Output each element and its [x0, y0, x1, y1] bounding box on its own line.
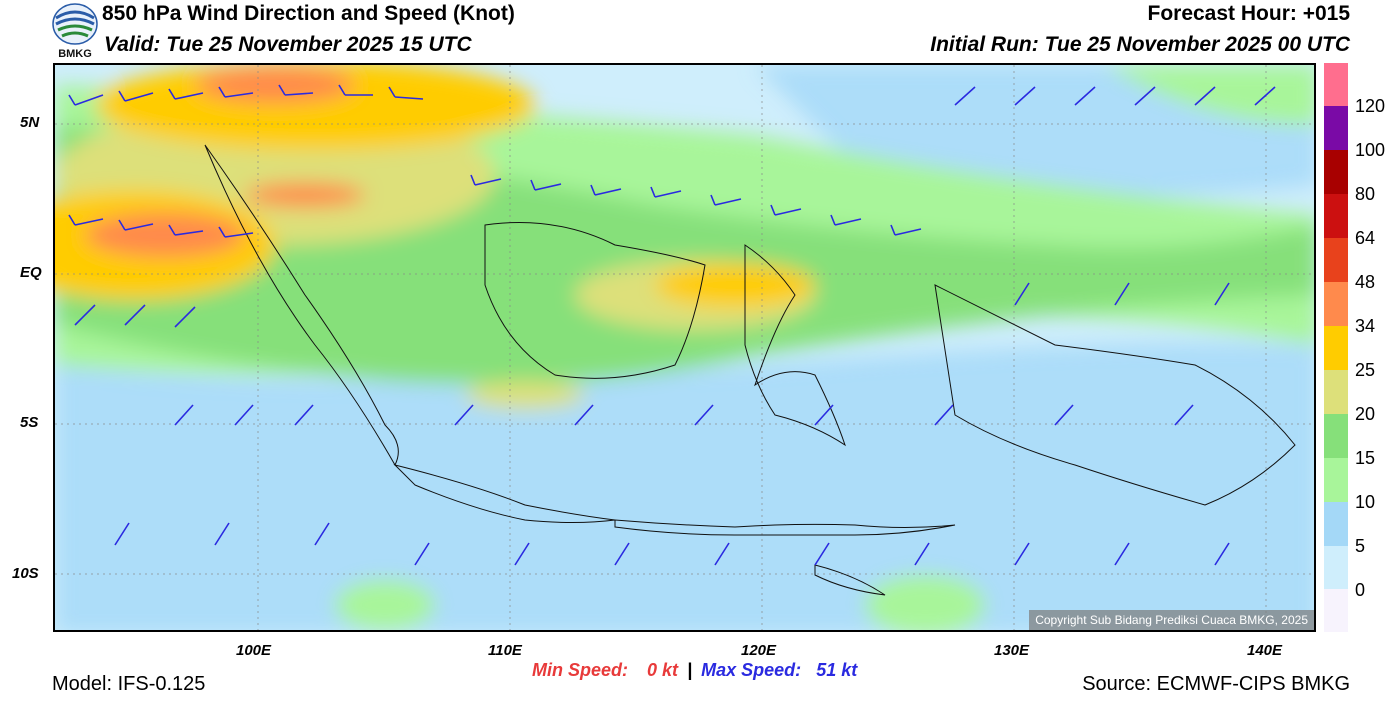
- y-tick-5n: 5N: [20, 114, 40, 131]
- x-tick-120e: 120E: [741, 642, 777, 659]
- wind-speed-shading: [55, 65, 1314, 630]
- grid-lines: [55, 65, 1314, 630]
- wind-map: Copyright Sub Bidang Prediksi Cuaca BMKG…: [53, 63, 1316, 632]
- colorbar-label: 20: [1355, 404, 1376, 424]
- coastlines: [204, 144, 1296, 596]
- x-tick-110e: 110E: [488, 642, 522, 659]
- copyright-note: Copyright Sub Bidang Prediksi Cuaca BMKG…: [1029, 610, 1314, 630]
- model-name: Model: IFS-0.125: [52, 673, 206, 695]
- y-tick-5s: 5S: [20, 414, 39, 431]
- speed-stats: Min Speed: 0 kt | Max Speed: 51 kt: [532, 660, 857, 681]
- max-speed-value: 51 kt: [816, 660, 858, 680]
- forecast-hour: Forecast Hour: +015: [1147, 2, 1351, 25]
- colorbar-label: 64: [1355, 228, 1376, 248]
- bmkg-logo: BMKG: [52, 2, 98, 60]
- initial-run: Initial Run: Tue 25 November 2025 00 UTC: [930, 33, 1350, 56]
- colorbar-label: 120: [1355, 96, 1386, 116]
- colorbar-swatch: [1324, 546, 1348, 589]
- colorbar-swatch: [1324, 414, 1348, 458]
- speed-separator: |: [687, 660, 693, 680]
- y-tick-eq: EQ: [20, 264, 42, 281]
- colorbar-swatch: [1324, 238, 1348, 282]
- min-speed-value: 0 kt: [647, 660, 679, 680]
- colorbar-swatch-top: [1324, 63, 1348, 106]
- colorbar-swatch: [1324, 150, 1348, 194]
- chart-title: 850 hPa Wind Direction and Speed (Knot): [102, 2, 515, 25]
- colorbar-swatch: [1324, 282, 1348, 326]
- source-name: Source: ECMWF-CIPS BMKG: [1082, 673, 1350, 695]
- colorbar-swatch: [1324, 458, 1348, 502]
- colorbar-swatch: [1324, 194, 1348, 238]
- colorbar-label: 15: [1355, 448, 1376, 468]
- colorbar-label: 25: [1355, 360, 1376, 380]
- wind-barbs: [68, 84, 1276, 566]
- colorbar-label: 0: [1355, 580, 1366, 600]
- wind-field-svg: [55, 65, 1314, 630]
- colorbar-swatch: [1324, 326, 1348, 370]
- min-speed-label: Min Speed:: [532, 660, 629, 680]
- colorbar-swatch: [1324, 370, 1348, 414]
- max-speed-label: Max Speed:: [701, 660, 802, 680]
- bmkg-emblem-icon: [52, 3, 98, 45]
- colorbar-label: 48: [1355, 272, 1376, 292]
- x-tick-130e: 130E: [994, 642, 1030, 659]
- colorbar-label: 100: [1355, 140, 1386, 160]
- x-tick-140e: 140E: [1247, 642, 1283, 659]
- valid-time: Valid: Tue 25 November 2025 15 UTC: [104, 33, 472, 56]
- colorbar-swatch-bottom: [1324, 589, 1348, 632]
- colorbar-label: 10: [1355, 492, 1376, 512]
- colorbar-label: 80: [1355, 184, 1376, 204]
- x-tick-100e: 100E: [236, 642, 272, 659]
- colorbar-swatch: [1324, 106, 1348, 150]
- logo-text: BMKG: [58, 48, 92, 60]
- colorbar-label: 34: [1355, 316, 1376, 336]
- colorbar: [1324, 63, 1348, 632]
- colorbar-label: 5: [1355, 536, 1366, 556]
- colorbar-swatch: [1324, 502, 1348, 546]
- y-tick-10s: 10S: [12, 565, 39, 582]
